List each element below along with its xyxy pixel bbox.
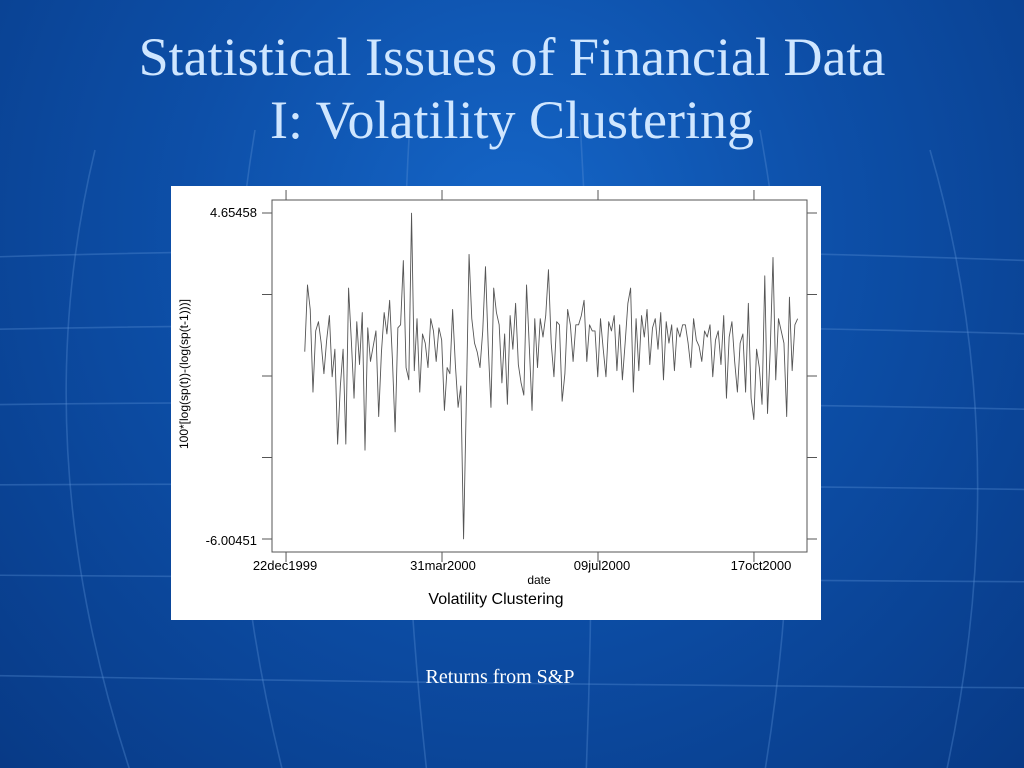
x-tick-label-2: 31mar2000 [410,558,476,573]
volatility-chart: 4.65458 -6.00451 22dec1999 31mar2000 09j… [177,190,817,608]
y-tick-label-bottom: -6.00451 [206,533,257,548]
slide-title-line-2: I: Volatility Clustering [269,90,755,150]
x-tick-label-1: 22dec1999 [253,558,317,573]
x-tick-label-4: 17oct2000 [731,558,792,573]
returns-series-line [304,212,799,540]
x-tick-label-3: 09jul2000 [574,558,630,573]
slide-title: Statistical Issues of Financial Data I: … [0,26,1024,152]
plot-area [271,199,808,553]
x-axis-ticks [285,190,755,562]
y-axis-ticks [262,212,817,540]
y-tick-label-top: 4.65458 [210,205,257,220]
chart-title: Volatility Clustering [428,591,563,608]
y-axis-label: 100*[log(sp(t))-(log(sp(t-1)))] [177,299,191,449]
slide-title-line-1: Statistical Issues of Financial Data [138,27,886,87]
chart-panel: 4.65458 -6.00451 22dec1999 31mar2000 09j… [171,186,821,620]
slide-caption: Returns from S&P [425,666,575,688]
x-axis-label: date [527,573,551,587]
